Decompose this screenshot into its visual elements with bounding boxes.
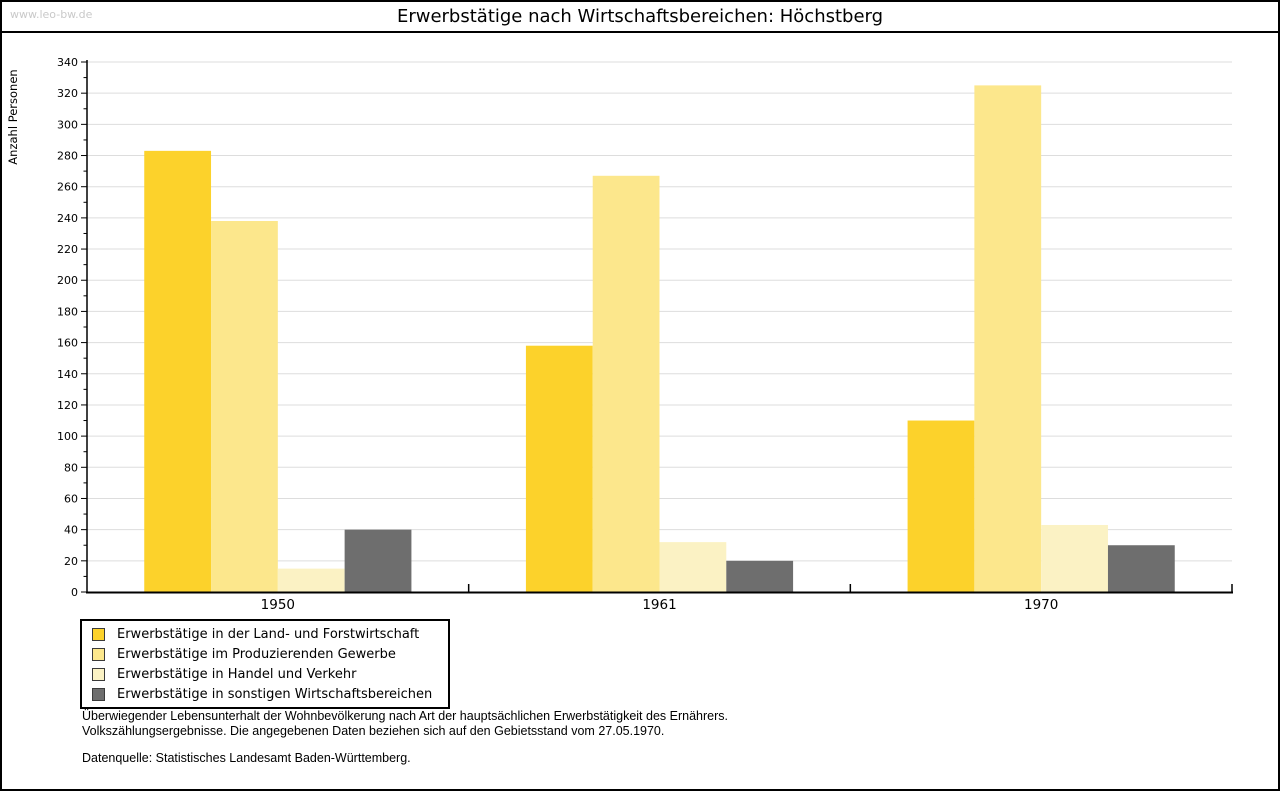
legend-swatch (92, 687, 105, 701)
y-tick-label: 160 (57, 337, 78, 350)
x-tick-label: 1970 (1024, 597, 1058, 613)
footnote-gap (82, 738, 728, 751)
footnotes: Überwiegender Lebensunterhalt der Wohnbe… (82, 709, 728, 766)
legend-item-1: Erwerbstätige in der Land- und Forstwirt… (88, 624, 442, 644)
y-tick-label: 80 (64, 461, 78, 474)
y-tick-label: 100 (57, 430, 78, 443)
bar-1950-series3 (277, 568, 345, 592)
y-tick-label: 260 (57, 181, 78, 194)
y-tick-label: 20 (64, 555, 78, 568)
page-title: Erwerbstätige nach Wirtschaftsbereichen:… (396, 6, 884, 27)
y-tick-label: 180 (57, 305, 78, 318)
legend-swatch (92, 667, 105, 681)
bar-1970-series4 (1107, 545, 1175, 592)
y-tick-label: 40 (64, 524, 78, 537)
y-axis-title: Anzahl Personen (6, 69, 20, 164)
site-watermark: www.leo-bw.de (10, 8, 93, 21)
y-tick-label: 340 (57, 56, 78, 69)
y-tick-label: 220 (57, 243, 78, 256)
bar-1950-series4 (344, 529, 412, 592)
y-tick-label: 320 (57, 87, 78, 100)
bar-1970-series3 (1041, 524, 1108, 592)
y-tick-label: 120 (57, 399, 78, 412)
legend-swatch (92, 647, 105, 661)
x-tick-label: 1961 (642, 597, 676, 613)
legend-item-4: Erwerbstätige in sonstigen Wirtschaftsbe… (88, 684, 442, 704)
y-tick-label: 0 (71, 586, 78, 599)
bar-1950-series1 (144, 150, 212, 592)
y-tick-label: 140 (57, 368, 78, 381)
y-tick-label: 300 (57, 118, 78, 131)
y-tick-label: 240 (57, 212, 78, 225)
footnote-line: Überwiegender Lebensunterhalt der Wohnbe… (82, 709, 728, 723)
legend: Erwerbstätige in der Land- und Forstwirt… (80, 619, 450, 709)
y-tick-label: 60 (64, 492, 78, 505)
legend-swatch (92, 627, 105, 641)
bar-1970-series2 (974, 85, 1042, 592)
bar-1961-series2 (592, 175, 660, 592)
y-tick-label: 200 (57, 274, 78, 287)
bar-1961-series1 (525, 345, 593, 592)
legend-item-2: Erwerbstätige im Produzierenden Gewerbe (88, 644, 442, 664)
bar-1970-series1 (907, 420, 975, 592)
legend-label: Erwerbstätige im Produzierenden Gewerbe (117, 646, 396, 662)
bar-1961-series4 (726, 560, 794, 592)
legend-label: Erwerbstätige in Handel und Verkehr (117, 666, 357, 682)
legend-label: Erwerbstätige in der Land- und Forstwirt… (117, 626, 420, 642)
footnote-source: Datenquelle: Statistisches Landesamt Bad… (82, 751, 411, 765)
legend-item-3: Erwerbstätige in Handel und Verkehr (88, 664, 442, 684)
footnote-line: Volkszählungsergebnisse. Die angegebenen… (82, 723, 665, 738)
legend-label: Erwerbstätige in sonstigen Wirtschaftsbe… (117, 686, 433, 702)
title-divider (2, 31, 1278, 33)
bar-1961-series3 (659, 542, 727, 592)
bar-chart: 1950 1961 1970 0 20 40 60 80 100 120 140 160 180 200 2… (6, 56, 1233, 613)
bar-1950-series2 (211, 221, 278, 592)
x-tick-label: 1950 (261, 597, 295, 613)
y-tick-label: 280 (57, 150, 78, 163)
